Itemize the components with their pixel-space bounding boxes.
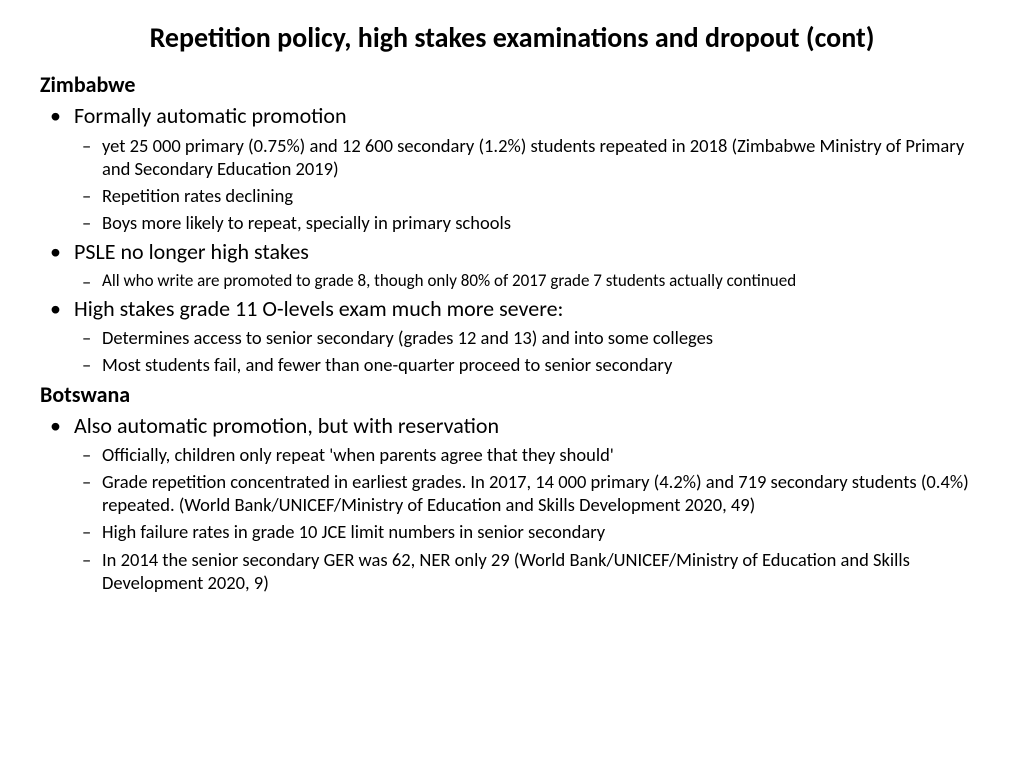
sub-bullet-item: Most students fail, and fewer than one-q… xyxy=(74,353,984,376)
bullet-item: High stakes grade 11 O-levels exam much … xyxy=(40,295,984,377)
bullet-text: PSLE no longer high stakes xyxy=(74,238,309,265)
bullet-text: Also automatic promotion, but with reser… xyxy=(74,412,499,439)
sub-bullet-item: Grade repetition concentrated in earlies… xyxy=(74,470,984,516)
section-heading: Zimbabwe xyxy=(40,71,984,98)
sub-bullet-item: Officially, children only repeat 'when p… xyxy=(74,443,984,466)
sub-bullet-item: Determines access to senior secondary (g… xyxy=(74,326,984,349)
section-botswana: Botswana Also automatic promotion, but w… xyxy=(40,381,984,594)
sub-bullet-item: Repetition rates declining xyxy=(74,184,984,207)
bullet-item: PSLE no longer high stakes All who write… xyxy=(40,238,984,291)
sub-bullet-item: All who write are promoted to grade 8, t… xyxy=(74,270,984,291)
bullet-text: High stakes grade 11 O-levels exam much … xyxy=(74,295,563,322)
sub-bullet-item: In 2014 the senior secondary GER was 62,… xyxy=(74,548,984,594)
bullet-text: Formally automatic promotion xyxy=(74,102,347,129)
section-zimbabwe: Zimbabwe Formally automatic promotion ye… xyxy=(40,71,984,377)
sub-bullet-list: yet 25 000 primary (0.75%) and 12 600 se… xyxy=(74,134,984,235)
slide: Repetition policy, high stakes examinati… xyxy=(0,0,1024,628)
sub-bullet-item: yet 25 000 primary (0.75%) and 12 600 se… xyxy=(74,134,984,180)
sub-bullet-item: High failure rates in grade 10 JCE limit… xyxy=(74,520,984,543)
sub-bullet-item: Boys more likely to repeat, specially in… xyxy=(74,211,984,234)
bullet-list: Formally automatic promotion yet 25 000 … xyxy=(40,102,984,377)
sub-bullet-list: All who write are promoted to grade 8, t… xyxy=(74,270,984,291)
section-heading: Botswana xyxy=(40,381,984,408)
slide-title: Repetition policy, high stakes examinati… xyxy=(40,20,984,55)
sub-bullet-list: Officially, children only repeat 'when p… xyxy=(74,443,984,594)
bullet-item: Formally automatic promotion yet 25 000 … xyxy=(40,102,984,234)
bullet-item: Also automatic promotion, but with reser… xyxy=(40,412,984,594)
bullet-list: Also automatic promotion, but with reser… xyxy=(40,412,984,594)
sub-bullet-list: Determines access to senior secondary (g… xyxy=(74,326,984,376)
